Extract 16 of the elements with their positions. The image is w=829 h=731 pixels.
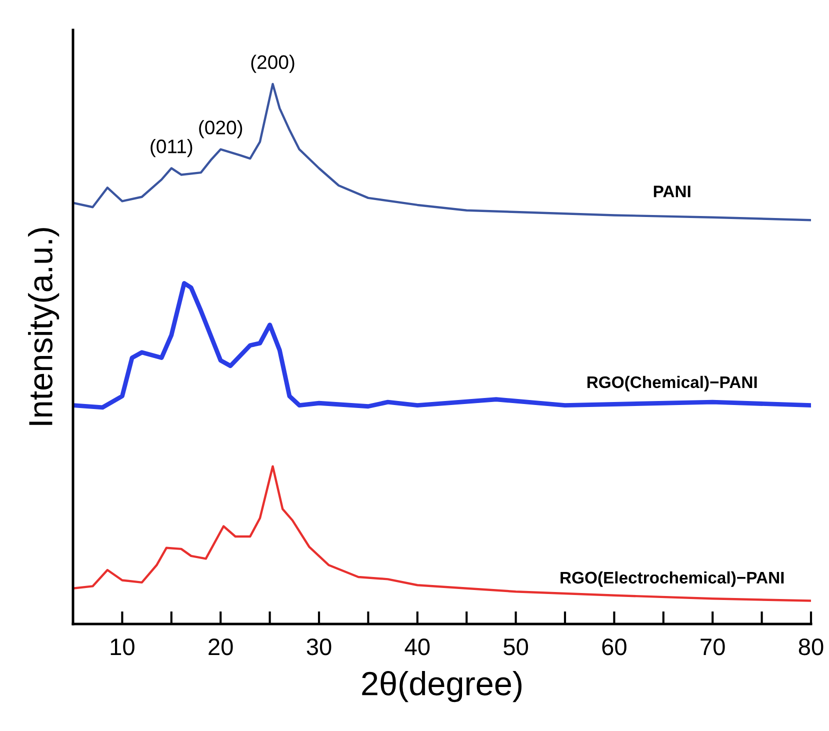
x-tick-label: 30 (306, 638, 332, 656)
annotation: (011) (150, 139, 192, 158)
annotation: (200) (251, 54, 294, 73)
series-label: PANI (654, 186, 690, 198)
x-tick-label: 50 (504, 638, 528, 656)
x-tick-label: 20 (208, 638, 233, 656)
x-axis-title: 2θ(degree) (362, 671, 522, 702)
series-label: RGO(Chemical)−PANI (587, 376, 757, 392)
x-tick-label: 70 (700, 638, 725, 656)
y-axis-title: Intensity(a.u.) (28, 228, 60, 425)
annotation: (020) (199, 120, 242, 138)
x-tick-label: 10 (110, 638, 134, 656)
x-tick-label: 80 (798, 638, 824, 656)
x-tick-label: 40 (404, 638, 430, 656)
x-tick-label: 60 (602, 638, 626, 656)
series-label: RGO(Electrochemical)−PANI (560, 571, 784, 587)
